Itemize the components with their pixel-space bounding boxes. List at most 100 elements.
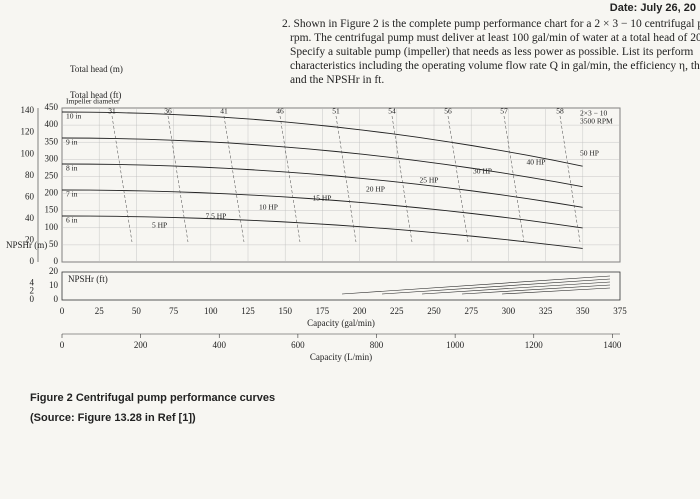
efficiency-label: 46 bbox=[276, 107, 284, 116]
npsh-m-tick: 2 bbox=[30, 286, 35, 296]
gpm-tick: 125 bbox=[241, 306, 255, 316]
head-ft-tick: 200 bbox=[45, 188, 59, 198]
npsh-ft-label: NPSHr (ft) bbox=[68, 274, 108, 284]
head-m-tick: 0 bbox=[30, 256, 35, 266]
efficiency-label: 41 bbox=[220, 107, 228, 116]
efficiency-label: 51 bbox=[332, 107, 340, 116]
head-m-tick: 60 bbox=[25, 191, 35, 201]
problem-line: rpm. The centrifugal pump must deliver a… bbox=[290, 32, 700, 44]
efficiency-contour bbox=[559, 115, 581, 243]
head-ft-tick: 350 bbox=[45, 136, 59, 146]
gpm-tick: 275 bbox=[464, 306, 478, 316]
head-ft-tick: 250 bbox=[45, 171, 59, 181]
head-ft-tick: 150 bbox=[45, 205, 59, 215]
npsh-plot-frame bbox=[61, 271, 621, 301]
npsh-m-label: NPSHr (m) bbox=[6, 240, 47, 250]
npsh-ft-tick: 0 bbox=[54, 294, 59, 304]
impeller-curve bbox=[61, 215, 583, 249]
npsh-ft-tick: 10 bbox=[49, 280, 59, 290]
impeller-curve bbox=[61, 111, 583, 167]
efficiency-label: 31 bbox=[108, 107, 116, 116]
impeller-curve bbox=[61, 137, 583, 188]
efficiency-contour bbox=[167, 115, 189, 243]
efficiency-label: 58 bbox=[556, 107, 564, 116]
efficiency-contour bbox=[111, 115, 133, 243]
gpm-tick: 25 bbox=[95, 306, 105, 316]
gpm-label: Capacity (gal/min) bbox=[307, 318, 375, 328]
npsh-m-tick: 4 bbox=[30, 277, 35, 287]
gpm-tick: 200 bbox=[353, 306, 367, 316]
figure-caption: Figure 2 Centrifugal pump performance cu… bbox=[30, 392, 276, 404]
impeller-curve bbox=[61, 189, 583, 229]
head-ft-tick: 100 bbox=[45, 222, 59, 232]
pump-chart: 0501001502002503003504004500204060801001… bbox=[6, 64, 627, 362]
head-m-tick: 100 bbox=[21, 148, 35, 158]
gpm-tick: 175 bbox=[316, 306, 330, 316]
efficiency-label: 56 bbox=[444, 107, 452, 116]
efficiency-label: 54 bbox=[388, 107, 396, 116]
problem-line: characteristics including the operating … bbox=[290, 60, 700, 72]
impeller-label: 7 in bbox=[66, 190, 78, 199]
npsh-ft-tick: 20 bbox=[49, 266, 59, 276]
impeller-label: 9 in bbox=[66, 138, 78, 147]
lpm-tick: 200 bbox=[134, 340, 148, 350]
problem-line: Specify a suitable pump (impeller) that … bbox=[290, 46, 694, 58]
impeller-label: 10 in bbox=[66, 112, 81, 121]
efficiency-contour bbox=[391, 115, 413, 243]
gpm-tick: 300 bbox=[502, 306, 516, 316]
efficiency-contour bbox=[503, 115, 525, 243]
head-ft-tick: 400 bbox=[45, 119, 59, 129]
power-label: 30 HP bbox=[473, 167, 492, 176]
head-m-tick: 20 bbox=[25, 235, 35, 245]
head-ft-tick: 0 bbox=[54, 256, 59, 266]
problem-line: and the NPSHr in ft. bbox=[290, 74, 385, 86]
gpm-tick: 75 bbox=[169, 306, 179, 316]
power-label: 10 HP bbox=[259, 203, 278, 212]
lpm-tick: 600 bbox=[291, 340, 305, 350]
head-plot-frame bbox=[61, 107, 621, 263]
efficiency-contour bbox=[279, 115, 301, 243]
head-m-tick: 40 bbox=[25, 213, 35, 223]
gpm-tick: 250 bbox=[427, 306, 441, 316]
lpm-tick: 1400 bbox=[603, 340, 622, 350]
npsh-curve bbox=[461, 284, 611, 295]
npsh-curve bbox=[501, 287, 611, 295]
gpm-tick: 50 bbox=[132, 306, 142, 316]
impeller-curve bbox=[61, 163, 583, 208]
power-label: 5 HP bbox=[152, 221, 167, 230]
efficiency-contour bbox=[447, 115, 469, 243]
power-label: 40 HP bbox=[527, 158, 546, 167]
power-label: 7.5 HP bbox=[206, 212, 227, 221]
lpm-label: Capacity (L/min) bbox=[310, 352, 372, 362]
efficiency-contour bbox=[335, 115, 357, 243]
gpm-tick: 375 bbox=[613, 306, 627, 316]
figure-source: (Source: Figure 13.28 in Ref [1]) bbox=[30, 412, 196, 424]
impeller-title: Impeller diameter bbox=[66, 97, 120, 106]
lpm-tick: 400 bbox=[213, 340, 227, 350]
npsh-curve bbox=[421, 281, 611, 295]
power-label: 25 HP bbox=[420, 176, 439, 185]
head-m-label: Total head (m) bbox=[70, 64, 123, 74]
head-m-tick: 120 bbox=[21, 127, 35, 137]
npsh-curve bbox=[381, 278, 611, 295]
power-label: 50 HP bbox=[580, 149, 599, 158]
lpm-tick: 1000 bbox=[446, 340, 465, 350]
head-ft-label: Total head (ft) bbox=[70, 90, 121, 100]
gpm-tick: 225 bbox=[390, 306, 404, 316]
speed: 3500 RPM bbox=[580, 117, 613, 126]
lpm-tick: 0 bbox=[60, 340, 65, 350]
lpm-tick: 1200 bbox=[525, 340, 544, 350]
npsh-curve bbox=[341, 275, 611, 295]
problem-line: 2. Shown in Figure 2 is the complete pum… bbox=[282, 18, 700, 30]
head-ft-tick: 450 bbox=[45, 102, 59, 112]
power-label: 15 HP bbox=[313, 194, 332, 203]
date: Date: July 26, 20 bbox=[609, 2, 696, 14]
lpm-tick: 800 bbox=[370, 340, 384, 350]
efficiency-label: 57 bbox=[500, 107, 508, 116]
gpm-tick: 100 bbox=[204, 306, 218, 316]
efficiency-label: 36 bbox=[164, 107, 172, 116]
model: 2×3 − 10 bbox=[580, 109, 607, 118]
impeller-label: 6 in bbox=[66, 216, 78, 225]
npsh-m-tick: 0 bbox=[30, 294, 35, 304]
